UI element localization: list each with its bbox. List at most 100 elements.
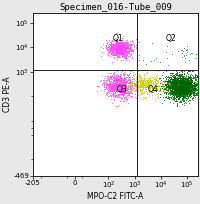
Point [172, 88, 176, 91]
Point [176, 97, 179, 100]
Point [165, 91, 168, 95]
Point [143, 78, 146, 81]
Point [118, 49, 121, 52]
Point [111, 42, 114, 45]
Point [111, 46, 114, 49]
Point [176, 90, 180, 94]
Point [121, 49, 124, 52]
Point [178, 86, 181, 90]
Point [187, 83, 190, 86]
Point [105, 49, 108, 52]
Point [141, 80, 145, 83]
Point [128, 85, 131, 88]
Point [142, 86, 145, 90]
Point [171, 87, 174, 90]
Point [119, 44, 122, 48]
Point [181, 80, 184, 84]
Point [114, 76, 117, 79]
Point [151, 82, 154, 85]
Point [184, 80, 187, 83]
Point [144, 79, 147, 82]
Point [142, 82, 145, 85]
Point [121, 44, 125, 47]
Point [184, 86, 187, 89]
Point [103, 81, 106, 84]
Point [183, 81, 187, 84]
Point [172, 77, 175, 80]
Point [117, 55, 120, 58]
Point [127, 47, 130, 50]
Point [181, 72, 185, 75]
Point [188, 81, 191, 84]
Point [185, 79, 188, 82]
Point [139, 77, 142, 80]
Point [111, 88, 115, 91]
Point [119, 50, 122, 53]
Point [176, 77, 179, 80]
Point [186, 83, 189, 86]
Point [191, 89, 194, 92]
Point [172, 77, 175, 80]
Point [116, 76, 119, 80]
Point [160, 84, 163, 88]
Point [106, 47, 109, 51]
Point [128, 43, 131, 47]
Point [139, 85, 142, 88]
Point [153, 80, 156, 84]
Point [117, 76, 120, 80]
Point [170, 83, 173, 87]
Point [114, 80, 118, 84]
Point [110, 84, 114, 88]
Point [175, 80, 178, 83]
Point [119, 84, 122, 87]
Point [172, 89, 175, 92]
Point [161, 86, 164, 89]
Point [177, 87, 180, 90]
Point [110, 44, 113, 48]
Point [173, 90, 176, 94]
Point [167, 75, 170, 78]
Point [137, 84, 141, 88]
Point [176, 90, 179, 93]
Point [119, 59, 122, 62]
Point [173, 82, 176, 85]
Point [181, 90, 184, 93]
Point [196, 76, 199, 79]
Point [169, 86, 172, 89]
Point [189, 83, 192, 86]
Point [192, 93, 195, 96]
Point [122, 84, 125, 87]
Point [130, 70, 134, 73]
Point [119, 78, 122, 82]
Point [179, 82, 183, 86]
Point [105, 78, 108, 82]
Point [189, 89, 193, 92]
Point [177, 86, 180, 89]
Point [140, 89, 143, 92]
Point [115, 70, 118, 73]
Point [175, 81, 178, 84]
Point [172, 90, 175, 93]
Point [183, 92, 186, 96]
Point [171, 83, 174, 86]
Point [181, 89, 184, 93]
Point [173, 79, 176, 82]
Point [167, 78, 170, 81]
Point [117, 42, 120, 45]
Point [113, 39, 117, 42]
Point [178, 74, 182, 78]
Point [179, 85, 182, 88]
Point [107, 81, 110, 84]
Point [111, 81, 114, 84]
Point [125, 87, 128, 90]
Point [182, 94, 185, 97]
Point [114, 49, 117, 52]
Point [114, 74, 117, 77]
Point [191, 87, 194, 91]
Point [182, 88, 185, 91]
Point [109, 87, 112, 91]
Point [119, 40, 122, 43]
Point [175, 86, 179, 90]
Point [175, 88, 178, 91]
Point [117, 40, 120, 43]
